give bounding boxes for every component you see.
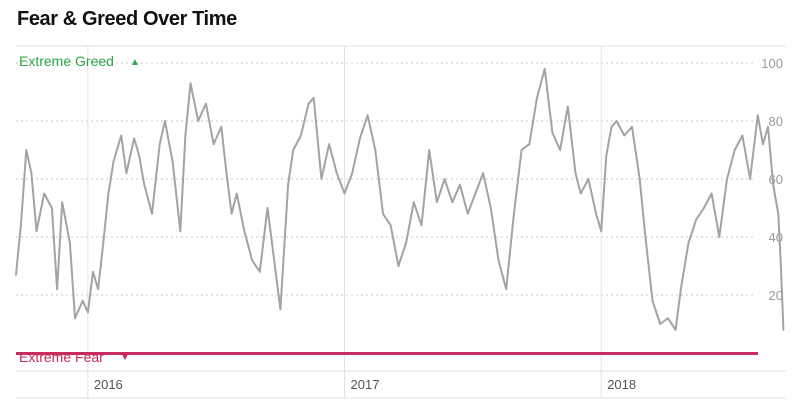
fear-greed-series-line [15, 67, 785, 331]
extreme-greed-label: Extreme Greed [19, 53, 114, 69]
chart-title: Fear & Greed Over Time [17, 8, 237, 30]
x-tick-labels: 2016 2017 2018 [94, 377, 636, 392]
extreme-fear-label: Extreme Fear [19, 349, 104, 365]
x-tick-label: 2016 [94, 377, 123, 392]
x-tick-label: 2018 [607, 377, 636, 392]
greed-up-arrow-icon: ▲ [130, 57, 140, 68]
y-tick-label: 40 [769, 230, 783, 245]
fear-down-arrow-icon: ▼ [120, 352, 130, 363]
y-tick-label: 80 [769, 114, 783, 129]
y-tick-label: 100 [761, 56, 783, 71]
x-tick-label: 2017 [351, 377, 380, 392]
y-tick-label: 20 [769, 288, 783, 303]
annotations: Extreme Greed ▲ Extreme Fear ▼ [19, 53, 140, 365]
axes [16, 45, 786, 399]
y-tick-label: 60 [769, 172, 783, 187]
grid-lines [16, 46, 755, 398]
